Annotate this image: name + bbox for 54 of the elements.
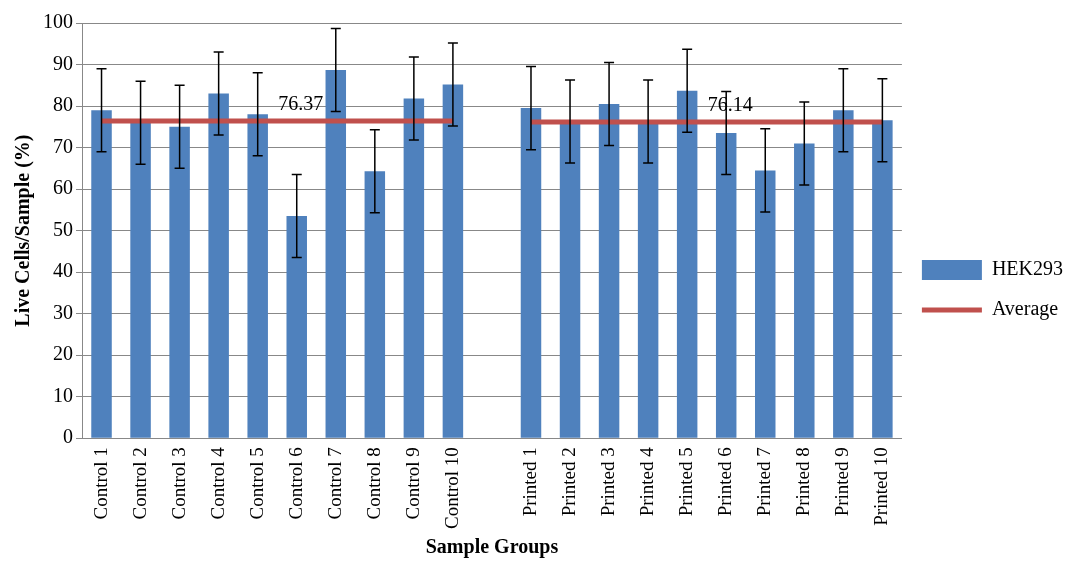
bar [247,114,268,438]
x-tick-label: Control 2 [128,447,150,520]
bar [403,98,425,438]
x-tick-label: Control 1 [89,447,111,520]
bar [598,103,620,438]
x-tick-label: Printed 7 [753,447,775,517]
bar [442,84,464,438]
bar [715,133,737,438]
bar [872,120,893,438]
x-tick-label: Control 9 [401,447,423,520]
y-axis-title: Live Cells/Sample (%) [11,134,35,327]
y-tick-label: 50 [53,217,73,240]
y-tick-label: 0 [63,425,73,448]
x-tick-label: Printed 8 [792,447,814,517]
x-tick-label: Control 5 [245,447,267,520]
bar [520,108,542,438]
x-tick-label: Printed 6 [714,447,736,517]
bar [286,216,307,438]
data-label: 76.37 [278,92,324,115]
bar [130,122,151,438]
bar [208,93,229,438]
x-tick-label: Control 10 [440,447,462,529]
x-tick-label: Printed 10 [870,447,892,526]
bar [794,143,815,438]
y-tick-label: 10 [53,383,73,406]
y-tick-label: 80 [53,93,73,116]
y-tick-label: 100 [43,10,73,33]
x-tick-label: Printed 2 [558,447,580,517]
y-tick-label: 30 [53,300,73,323]
y-tick-label: 40 [53,259,73,282]
bar [325,69,347,438]
bar [676,90,698,438]
bar [755,170,776,438]
x-axis-title: Sample Groups [425,535,559,559]
x-tick-label: Printed 9 [831,447,853,517]
x-tick-label: Control 7 [323,447,345,520]
y-tick-label: 60 [53,176,73,199]
bar [833,110,854,438]
bar [91,110,112,438]
legend-label: Average [991,297,1059,321]
y-tick-label: 20 [53,342,73,365]
bar [364,171,386,438]
x-tick-label: Control 6 [284,447,306,520]
y-tick-label: 70 [53,134,73,157]
x-tick-label: Printed 4 [636,446,658,517]
legend-label: HEK293 [991,257,1064,280]
bar [169,126,190,438]
x-tick-label: Printed 1 [518,447,540,517]
x-tick-label: Control 4 [206,446,228,520]
x-tick-label: Printed 3 [597,447,619,517]
x-tick-label: Control 3 [167,447,189,520]
x-tick-label: Control 8 [362,447,384,520]
x-tick-label: Printed 5 [675,447,697,517]
y-tick-label: 90 [53,51,73,74]
